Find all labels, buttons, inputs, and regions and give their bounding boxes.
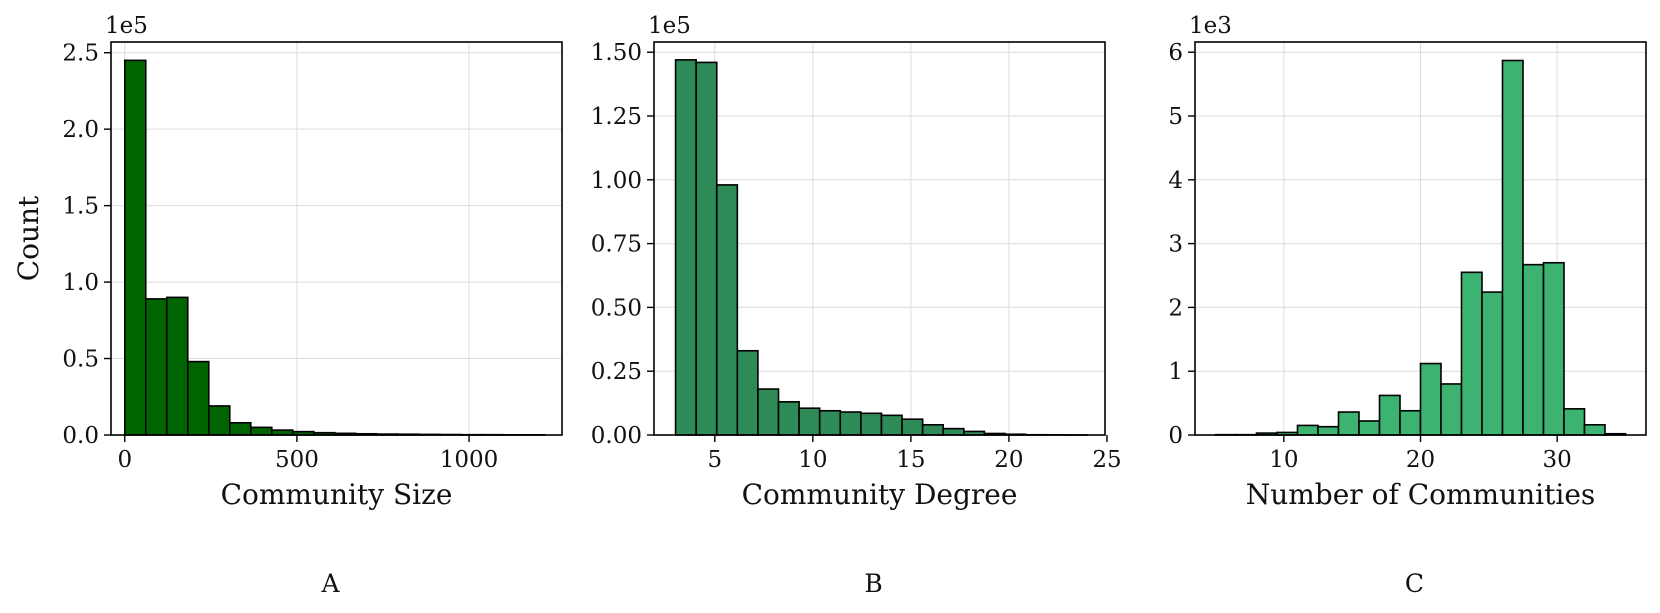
panel-a-x-tick-label: 500 bbox=[275, 447, 319, 473]
panel-c-y-tick-label: 2 bbox=[1168, 295, 1183, 321]
panel-c-y-tick-label: 3 bbox=[1168, 232, 1183, 258]
panel-b-histogram-bar bbox=[901, 418, 924, 436]
panel-a-y-ticks: 0.0 0.5 1.0 1.5 2.0 2.5 bbox=[62, 41, 111, 449]
panel-a-y-tick-label: 2.0 bbox=[62, 117, 99, 143]
panel-c-x-tick-label: 10 bbox=[1269, 447, 1298, 473]
panel-a-y-tick-label: 1.0 bbox=[62, 270, 99, 296]
panel-b-y-tick-label: 0.50 bbox=[591, 295, 642, 321]
panel-a-y-tick-label: 0.0 bbox=[62, 423, 99, 449]
panel-c-histogram-bar bbox=[1358, 420, 1381, 436]
panel-c-y-tick-label: 4 bbox=[1168, 168, 1183, 194]
panel-b-y-ticks: 0.00 0.25 0.50 0.75 1.00 1.25 1.50 bbox=[591, 40, 654, 449]
panel-c-x-axis-label: Number of Communities bbox=[1246, 478, 1596, 511]
panel-b-histogram-bar bbox=[860, 412, 883, 436]
panel-c-y-ticks: 0 1 2 3 4 5 6 bbox=[1168, 40, 1195, 449]
panel-a-frame bbox=[110, 41, 563, 436]
panel-c-grid bbox=[1195, 42, 1646, 435]
panel-c-y-tick-label: 0 bbox=[1168, 423, 1183, 449]
panel-b-bars bbox=[674, 59, 1089, 436]
panel-b-y-tick-label: 0.75 bbox=[591, 232, 642, 258]
panel-a-x-axis-label: Community Size bbox=[221, 478, 453, 511]
panel-a-histogram-bar bbox=[207, 405, 231, 436]
panel-a-y-tick-label: 1.5 bbox=[62, 194, 99, 220]
panel-c-x-tick-label: 30 bbox=[1543, 447, 1572, 473]
panel-b-histogram-bar bbox=[921, 423, 945, 436]
panel-b-histogram-bar bbox=[798, 407, 821, 436]
panel-b-x-tick-label: 10 bbox=[798, 447, 827, 473]
panel-c-histogram-bar bbox=[1419, 362, 1442, 436]
panel-c-y-tick-label: 6 bbox=[1168, 40, 1183, 66]
panel-b-histogram-bar bbox=[942, 427, 965, 436]
panel-c-x-ticks: 10 20 30 bbox=[1269, 435, 1572, 473]
panel-b-histogram-bar bbox=[839, 411, 862, 436]
panel-b-x-tick-label: 25 bbox=[1092, 447, 1121, 473]
panel-c-histogram-bar bbox=[1378, 394, 1401, 436]
panel-b-y-tick-label: 1.50 bbox=[591, 40, 642, 66]
panel-b-y-tick-label: 1.00 bbox=[591, 168, 642, 194]
panel-c-histogram-bar bbox=[1583, 423, 1606, 436]
panel-c-histogram-bar bbox=[1440, 383, 1463, 436]
panel-c-histogram-bar bbox=[1317, 425, 1340, 436]
panel-a-histogram-bar bbox=[186, 360, 210, 436]
panel-a-y-tick-label: 0.5 bbox=[62, 347, 99, 373]
panel-b-x-tick-label: 15 bbox=[896, 447, 925, 473]
panel-c-letter: C bbox=[1405, 569, 1424, 598]
panel-a: 0 500 1000 0.0 0.5 1.0 1.5 2.0 2.5 1e5 Communit… bbox=[12, 13, 563, 598]
panel-b-histogram-bar bbox=[674, 59, 697, 436]
panel-a-letter: A bbox=[320, 569, 340, 598]
panel-b-x-ticks: 5 10 15 20 25 bbox=[707, 435, 1122, 473]
panel-c-histogram-bar bbox=[1563, 408, 1586, 436]
panel-b-x-tick-label: 20 bbox=[994, 447, 1023, 473]
panel-a-histogram-bar bbox=[228, 421, 252, 436]
panel-b-y-multiplier: 1e5 bbox=[648, 13, 691, 39]
panel-b-x-axis-label: Community Degree bbox=[742, 478, 1018, 511]
panel-c-histogram-bar bbox=[1399, 409, 1422, 436]
panel-a-y-axis-label: Count bbox=[12, 195, 45, 281]
panel-b-x-tick-label: 5 bbox=[707, 447, 722, 473]
panel-a-x-tick-label: 1000 bbox=[440, 447, 499, 473]
panel-b-histogram-bar bbox=[736, 349, 759, 436]
panel-a-bars bbox=[123, 59, 546, 436]
panel-b-letter: B bbox=[864, 569, 882, 598]
panel-c-histogram-bar bbox=[1522, 263, 1545, 436]
panel-c-histogram-bar bbox=[1296, 424, 1319, 436]
panel-b-y-tick-label: 0.00 bbox=[591, 423, 642, 449]
panel-b-histogram-bar bbox=[757, 388, 780, 436]
panel-c-histogram-bar bbox=[1337, 411, 1360, 436]
panel-b-y-tick-label: 0.25 bbox=[591, 359, 642, 385]
panel-c-bars bbox=[1214, 59, 1627, 436]
panel-b-histogram-bar bbox=[818, 409, 842, 436]
panel-c-histogram-bar bbox=[1481, 291, 1504, 436]
panel-b: 5 10 15 20 25 0.00 0.25 0.50 0.75 1.00 1.25 1.50 1… bbox=[591, 13, 1122, 598]
panel-a-histogram-bar bbox=[123, 59, 147, 436]
panel-b-histogram-bar bbox=[715, 184, 739, 436]
panel-c-y-tick-label: 5 bbox=[1168, 104, 1183, 130]
panel-a-x-tick-label: 0 bbox=[117, 447, 132, 473]
panel-a-histogram-bar bbox=[165, 296, 189, 436]
panel-c-y-multiplier: 1e3 bbox=[1189, 13, 1232, 39]
panel-b-y-tick-label: 1.25 bbox=[591, 104, 642, 130]
panel-c-x-tick-label: 20 bbox=[1406, 447, 1435, 473]
panel-a-x-ticks: 0 500 1000 bbox=[117, 435, 498, 473]
panel-b-histogram-bar bbox=[695, 61, 718, 436]
panel-a-histogram-bar bbox=[249, 426, 273, 436]
panel-a-y-multiplier: 1e5 bbox=[105, 13, 148, 39]
panel-b-histogram-bar bbox=[880, 414, 903, 436]
panel-b-frame bbox=[653, 41, 1106, 436]
panel-a-histogram-bar bbox=[144, 298, 168, 436]
panel-c-histogram-bar bbox=[1460, 271, 1483, 436]
panel-c-histogram-bar bbox=[1501, 59, 1524, 436]
panel-c-y-tick-label: 1 bbox=[1168, 359, 1183, 385]
panel-c-histogram-bar bbox=[1542, 261, 1565, 436]
panel-c: 10 20 30 0 1 2 3 4 5 6 1e3 Number of Communities… bbox=[1168, 13, 1647, 598]
panel-b-histogram-bar bbox=[777, 401, 800, 436]
panel-a-y-tick-label: 2.5 bbox=[62, 41, 99, 67]
